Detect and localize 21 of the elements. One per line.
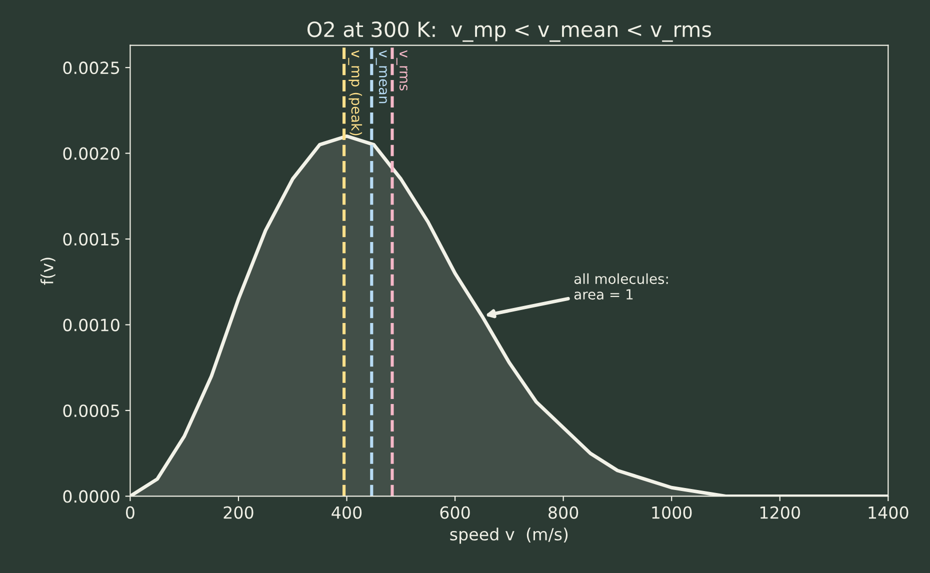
y-tick-label: 0.0025 [63,62,120,74]
x-tick-label: 1000 [652,506,692,519]
x-tick-label: 600 [440,506,470,519]
y-tick-label: 0.0020 [63,147,120,160]
ref-line-label: v_mean [376,50,387,104]
annotation: all molecules: area = 1 [574,273,668,300]
x-tick-label: 200 [224,506,254,519]
x-tick-label: 800 [548,506,578,519]
x-tick-label: 1400 [868,506,908,519]
y-tick-label: 0.0015 [63,232,120,246]
x-tick-label: 0 [126,506,134,519]
y-tick-label: 0.0005 [63,404,120,418]
ref-line-label: v_rms [396,50,408,90]
chart-title: O2 at 300 K: v_mp < v_mean < v_rms [307,21,712,42]
y-tick-label: 0.0000 [63,490,120,503]
x-axis-title: speed v (m/s) [450,528,568,544]
ref-line-label: v_mp (peak) [348,50,362,136]
y-axis-title: f(v) [40,258,56,285]
x-tick-label: 400 [332,506,362,519]
x-tick-label: 1200 [760,506,800,519]
y-tick-label: 0.0010 [63,318,120,332]
